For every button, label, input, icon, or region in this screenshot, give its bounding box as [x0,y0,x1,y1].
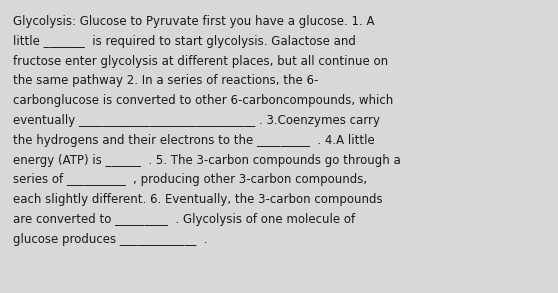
Text: little _______  is required to start glycolysis. Galactose and: little _______ is required to start glyc… [13,35,356,48]
Text: glucose produces _____________  .: glucose produces _____________ . [13,233,208,246]
Text: carbonglucose is converted to other 6-carboncompounds, which: carbonglucose is converted to other 6-ca… [13,94,393,107]
Text: energy (ATP) is ______  . 5. The 3-carbon compounds go through a: energy (ATP) is ______ . 5. The 3-carbon… [13,154,401,167]
Text: each slightly different. 6. Eventually, the 3-carbon compounds: each slightly different. 6. Eventually, … [13,193,383,206]
Text: fructose enter glycolysis at different places, but all continue on: fructose enter glycolysis at different p… [13,54,388,68]
Text: eventually ______________________________ . 3.Coenzymes carry: eventually _____________________________… [13,114,380,127]
Text: the hydrogens and their electrons to the _________  . 4.A little: the hydrogens and their electrons to the… [13,134,375,147]
Text: Glycolysis: Glucose to Pyruvate first you have a glucose. 1. A: Glycolysis: Glucose to Pyruvate first yo… [13,15,374,28]
Text: the same pathway 2. In a series of reactions, the 6-: the same pathway 2. In a series of react… [13,74,319,87]
Text: series of __________  , producing other 3-carbon compounds,: series of __________ , producing other 3… [13,173,367,186]
Text: are converted to _________  . Glycolysis of one molecule of: are converted to _________ . Glycolysis … [13,213,355,226]
